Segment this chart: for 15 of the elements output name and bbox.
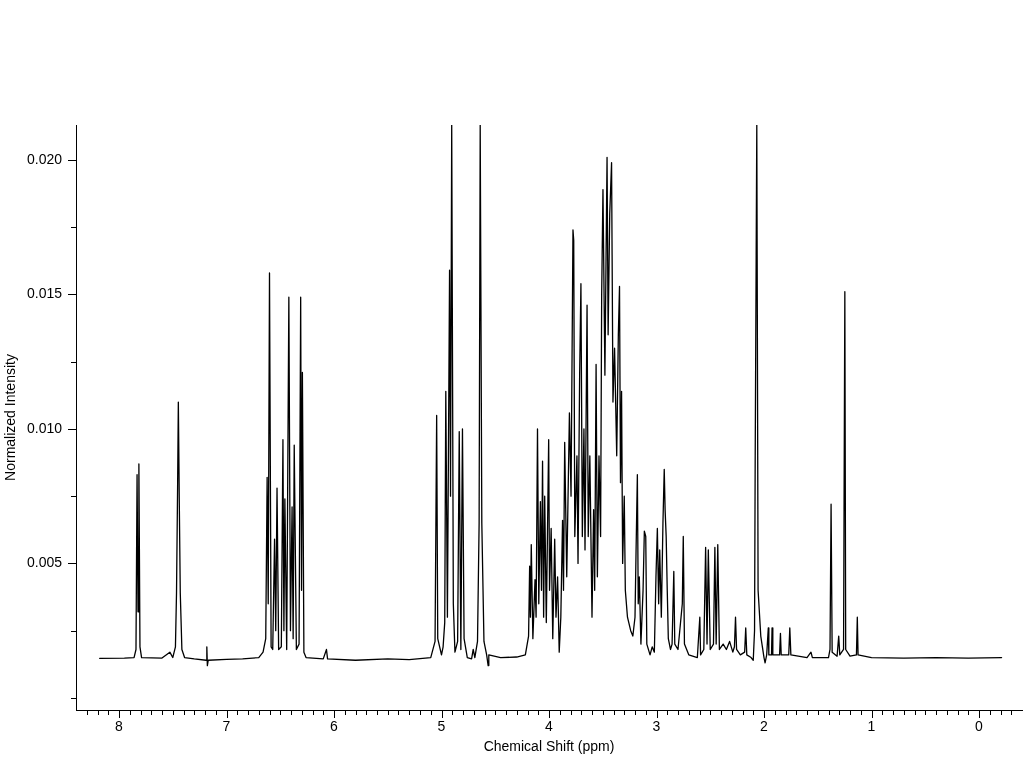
x-tick-label: 6 [330,718,339,735]
x-tick-label: 1 [867,718,876,735]
x-tick-label: 4 [545,718,554,735]
x-tick-label: 2 [760,718,769,735]
y-tick-label: 0.010 [26,419,63,436]
x-tick-label: 0 [975,718,984,735]
x-tick-label: 8 [115,718,124,735]
y-axis-title: Normalized Intensity [2,354,19,481]
x-axis-title: Chemical Shift (ppm) [483,738,615,755]
y-tick-label: 0.015 [26,285,63,302]
x-tick-label: 5 [437,718,446,735]
y-tick-label: 0.020 [26,150,63,167]
x-tick-label: 7 [222,718,231,735]
x-tick-label: 3 [652,718,661,735]
y-tick-label: 0.005 [26,554,63,571]
